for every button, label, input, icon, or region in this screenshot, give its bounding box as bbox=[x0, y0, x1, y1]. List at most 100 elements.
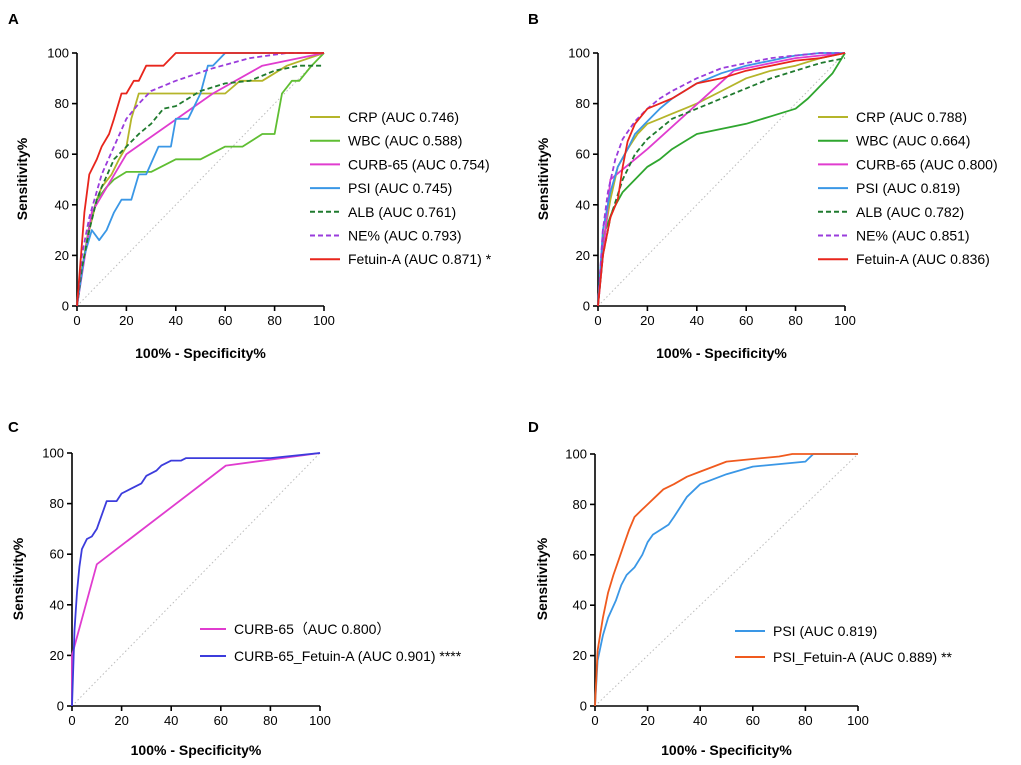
y-tick-label: 20 bbox=[573, 648, 587, 663]
x-tick-label: 60 bbox=[746, 713, 760, 728]
x-axis-title: 100% - Specificity% bbox=[661, 742, 792, 758]
legend-label: PSI (AUC 0.819) bbox=[773, 623, 877, 639]
y-tick-label: 60 bbox=[573, 547, 587, 562]
roc-curve-d-0 bbox=[594, 453, 858, 707]
x-axis-title: 100% - Specificity% bbox=[135, 345, 266, 361]
roc-curve-a-6 bbox=[76, 52, 324, 307]
x-tick-label: 20 bbox=[114, 713, 128, 728]
x-tick-label: 80 bbox=[267, 313, 281, 328]
y-tick-label: 20 bbox=[50, 648, 64, 663]
y-tick-label: 40 bbox=[55, 197, 69, 212]
x-tick-label: 0 bbox=[68, 713, 75, 728]
x-tick-label: 100 bbox=[847, 713, 869, 728]
x-tick-label: 40 bbox=[693, 713, 707, 728]
y-axis-title: Sensitivity% bbox=[10, 537, 26, 620]
roc-curve-b-5 bbox=[597, 52, 845, 307]
x-tick-label: 40 bbox=[169, 313, 183, 328]
legend-label: WBC (AUC 0.664) bbox=[856, 133, 970, 149]
legend-label: CRP (AUC 0.746) bbox=[348, 109, 459, 125]
y-tick-label: 80 bbox=[576, 96, 590, 111]
x-tick-label: 40 bbox=[690, 313, 704, 328]
x-tick-label: 100 bbox=[309, 713, 331, 728]
roc-curve-b-3 bbox=[597, 52, 845, 307]
reference-diagonal bbox=[71, 452, 321, 707]
x-tick-label: 80 bbox=[788, 313, 802, 328]
legend-label: CURB-65 (AUC 0.800) bbox=[856, 156, 998, 172]
y-tick-label: 100 bbox=[568, 46, 590, 61]
y-tick-label: 80 bbox=[50, 496, 64, 511]
panel-letter: C bbox=[8, 419, 19, 436]
x-tick-label: 20 bbox=[640, 713, 654, 728]
panel-c: C 0 20 40 60 80 100 0 20 40 60 80 100 100% - Specific… bbox=[8, 419, 462, 758]
y-tick-label: 60 bbox=[576, 147, 590, 162]
y-tick-label: 60 bbox=[50, 547, 64, 562]
x-tick-label: 60 bbox=[214, 713, 228, 728]
y-tick-label: 40 bbox=[50, 597, 64, 612]
y-tick-label: 100 bbox=[47, 46, 69, 61]
legend-label: CURB-65_Fetuin-A (AUC 0.901) **** bbox=[234, 648, 462, 664]
y-tick-label: 80 bbox=[55, 96, 69, 111]
x-tick-label: 0 bbox=[591, 713, 598, 728]
y-axis-title: Sensitivity% bbox=[14, 137, 30, 220]
x-tick-label: 80 bbox=[263, 713, 277, 728]
roc-curve-b-4 bbox=[597, 57, 846, 307]
legend-label: Fetuin-A (AUC 0.871) * bbox=[348, 251, 492, 267]
x-tick-label: 0 bbox=[73, 313, 80, 328]
roc-curve-b-6 bbox=[597, 52, 846, 307]
reference-diagonal bbox=[76, 52, 325, 307]
y-tick-label: 20 bbox=[55, 248, 69, 263]
legend-label: NE% (AUC 0.793) bbox=[348, 228, 462, 244]
y-tick-label: 40 bbox=[576, 197, 590, 212]
panel-a: A 0 20 40 60 80 100 0 20 40 60 80 100 100% - Specific… bbox=[8, 11, 492, 361]
x-tick-label: 60 bbox=[218, 313, 232, 328]
x-axis-title: 100% - Specificity% bbox=[656, 345, 787, 361]
legend-label: WBC (AUC 0.588) bbox=[348, 133, 462, 149]
y-axis-title: Sensitivity% bbox=[534, 537, 550, 620]
x-axis-title: 100% - Specificity% bbox=[131, 742, 262, 758]
reference-diagonal bbox=[594, 453, 859, 707]
y-tick-label: 40 bbox=[573, 598, 587, 613]
legend-label: CURB-65 (AUC 0.754) bbox=[348, 156, 490, 172]
y-tick-label: 0 bbox=[583, 299, 590, 314]
roc-curve-c-0 bbox=[71, 452, 321, 706]
panel-d: D 0 20 40 60 80 100 0 20 40 60 80 100 100% - Specific… bbox=[528, 419, 953, 758]
panel-letter: B bbox=[528, 11, 539, 28]
y-tick-label: 20 bbox=[576, 248, 590, 263]
y-tick-label: 80 bbox=[573, 497, 587, 512]
x-tick-label: 100 bbox=[313, 313, 335, 328]
legend-label: PSI_Fetuin-A (AUC 0.889) ** bbox=[773, 649, 953, 665]
panel-letter: A bbox=[8, 11, 19, 28]
y-tick-label: 0 bbox=[580, 699, 587, 714]
x-tick-label: 40 bbox=[164, 713, 178, 728]
legend-label: CURB-65（AUC 0.800） bbox=[234, 621, 390, 637]
legend-label: NE% (AUC 0.851) bbox=[856, 228, 970, 244]
y-tick-label: 100 bbox=[42, 446, 64, 461]
roc-curve-a-4 bbox=[76, 64, 324, 307]
legend-label: PSI (AUC 0.745) bbox=[348, 180, 452, 196]
x-tick-label: 60 bbox=[739, 313, 753, 328]
legend-label: CRP (AUC 0.788) bbox=[856, 109, 967, 125]
reference-diagonal bbox=[597, 52, 846, 307]
panel-letter: D bbox=[528, 419, 539, 436]
roc-curve-d-1 bbox=[594, 453, 858, 707]
roc-curve-a-3 bbox=[76, 52, 324, 307]
roc-curve-c-1 bbox=[71, 452, 321, 707]
x-tick-label: 80 bbox=[798, 713, 812, 728]
roc-curve-a-5 bbox=[76, 52, 324, 307]
panel-b: B 0 20 40 60 80 100 0 20 40 60 80 100 100% - Specific… bbox=[528, 11, 998, 361]
x-tick-label: 20 bbox=[119, 313, 133, 328]
legend-label: ALB (AUC 0.782) bbox=[856, 204, 964, 220]
roc-curve-a-2 bbox=[76, 52, 325, 307]
legend-label: PSI (AUC 0.819) bbox=[856, 180, 960, 196]
y-tick-label: 100 bbox=[565, 447, 587, 462]
y-tick-label: 0 bbox=[62, 299, 69, 314]
x-tick-label: 20 bbox=[640, 313, 654, 328]
y-axis-title: Sensitivity% bbox=[535, 137, 551, 220]
y-tick-label: 0 bbox=[57, 699, 64, 714]
x-tick-label: 100 bbox=[834, 313, 856, 328]
legend-label: Fetuin-A (AUC 0.836) bbox=[856, 251, 990, 267]
legend-label: ALB (AUC 0.761) bbox=[348, 204, 456, 220]
y-tick-label: 60 bbox=[55, 147, 69, 162]
x-tick-label: 0 bbox=[594, 313, 601, 328]
